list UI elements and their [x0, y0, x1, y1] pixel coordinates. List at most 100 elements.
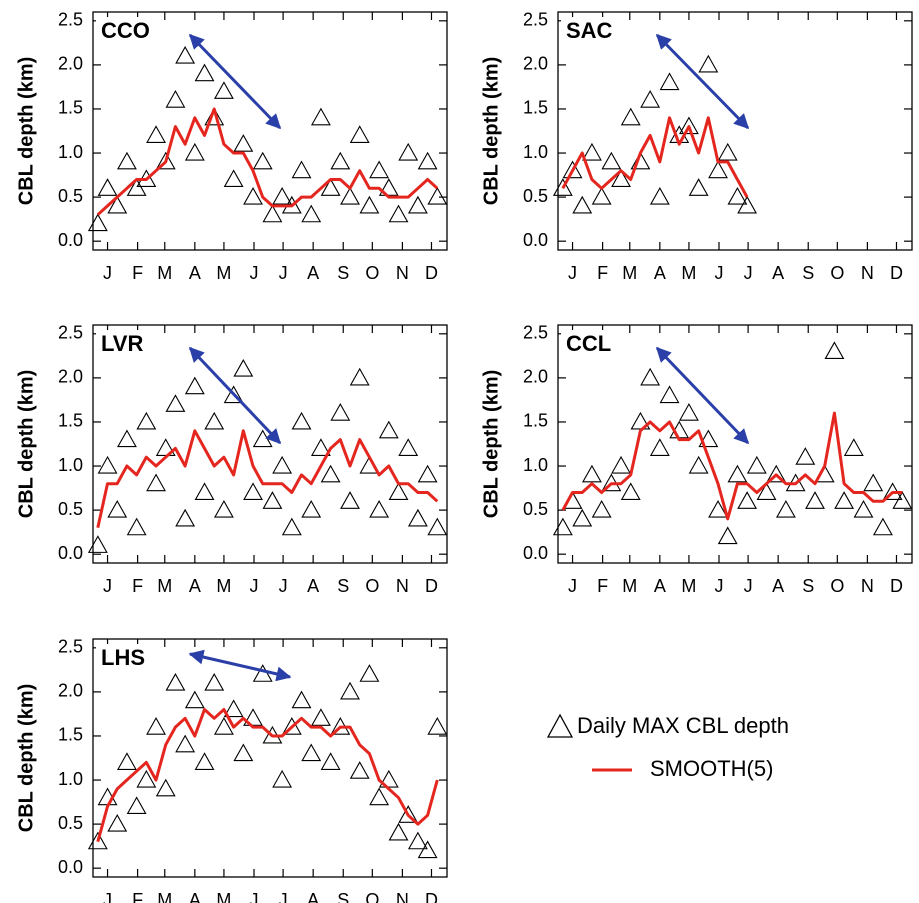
y-tick-label: 2.5 [523, 323, 548, 343]
triangle-point [659, 385, 680, 404]
triangle-point [126, 796, 147, 815]
panel-title: CCL [566, 331, 611, 356]
triangle-point [843, 438, 864, 456]
triangle-point [640, 367, 661, 386]
triangle-point [737, 195, 758, 214]
x-tick-label: M [622, 576, 637, 596]
triangle-point [398, 142, 419, 161]
legend-label: Daily MAX CBL depth [577, 713, 789, 738]
x-tick-label: M [216, 890, 231, 903]
arrow [655, 33, 750, 130]
y-tick-label: 2.0 [523, 367, 548, 387]
triangle-point [204, 672, 225, 691]
x-tick-label: J [103, 890, 112, 903]
y-tick-label: 1.5 [523, 411, 548, 431]
triangle-point [708, 160, 728, 179]
triangle-point [165, 90, 186, 108]
x-tick-label: J [103, 576, 112, 596]
x-tick-label: S [337, 263, 349, 283]
x-tick-label: N [396, 576, 409, 596]
triangle-point [175, 734, 196, 753]
triangle-point [146, 125, 166, 143]
triangle-point [262, 491, 283, 509]
triangle-point [727, 464, 748, 483]
x-tick-label: A [654, 576, 666, 596]
triangle-point [872, 517, 893, 536]
triangle-point [223, 169, 244, 188]
triangle-point [301, 204, 322, 223]
triangle-point [369, 787, 390, 806]
triangle-point [107, 195, 128, 214]
triangle-point [417, 840, 438, 859]
title-bg [96, 17, 158, 47]
x-tick-label: J [744, 263, 753, 283]
triangle-point [272, 769, 293, 788]
plot-frame [92, 638, 448, 878]
triangle-point [398, 805, 419, 823]
x-tick-label: J [279, 890, 288, 903]
triangle-point [330, 403, 351, 421]
triangle-point [552, 517, 573, 536]
triangle-point [892, 491, 913, 509]
triangle-point [136, 769, 157, 788]
panel-title: LHS [101, 645, 145, 670]
triangle-point [184, 376, 205, 395]
arrow [655, 346, 750, 445]
triangle-point [591, 186, 612, 205]
y-tick-label: 2.0 [58, 681, 83, 701]
legend-marker [546, 713, 574, 738]
y-tick-label: 0.0 [58, 857, 83, 877]
triangle-point [87, 535, 108, 553]
x-tick-label: J [714, 263, 723, 283]
smooth-line [561, 411, 903, 521]
triangle-point [427, 517, 448, 536]
triangle-point [213, 499, 234, 518]
x-tick-label: D [890, 576, 903, 596]
arrow [188, 346, 282, 445]
x-tick-label: O [365, 890, 379, 903]
y-tick-label: 1.5 [523, 98, 548, 118]
x-tick-label: J [568, 576, 577, 596]
x-tick-label: O [365, 263, 379, 283]
triangle-point [378, 420, 399, 439]
triangle-point [369, 499, 390, 518]
triangle-point [117, 429, 137, 448]
triangle-point [756, 482, 777, 501]
triangle-point [591, 499, 612, 518]
y-tick-label: 2.5 [58, 323, 83, 343]
triangle-point [243, 186, 263, 205]
x-tick-label: A [189, 576, 201, 596]
triangle-point [853, 499, 874, 518]
triangle-point [834, 491, 855, 509]
triangle-point [688, 178, 709, 196]
triangle-point [204, 411, 225, 430]
triangle-point [291, 411, 312, 430]
smooth-line [96, 708, 439, 843]
triangle-point [243, 482, 263, 501]
triangle-point [291, 690, 312, 709]
x-tick-label: A [189, 263, 201, 283]
annotation-arrows [188, 33, 750, 682]
x-tick-label: M [157, 263, 172, 283]
triangle-point [272, 455, 293, 474]
triangle-point [824, 341, 845, 359]
triangle-point [107, 499, 128, 518]
triangle-point [165, 672, 186, 691]
x-tick-label: A [189, 890, 201, 903]
x-tick-label: D [425, 890, 438, 903]
x-tick-label: O [830, 576, 844, 596]
triangle-point [320, 752, 341, 770]
triangle-point [388, 204, 409, 223]
x-tick-label: M [216, 263, 231, 283]
y-tick-label: 0.5 [523, 186, 548, 206]
triangle-point [359, 195, 380, 214]
x-tick-label: J [279, 263, 288, 283]
triangle-point [87, 213, 108, 232]
x-tick-label: S [802, 263, 814, 283]
triangle-point [126, 517, 147, 536]
x-tick-label: A [772, 576, 784, 596]
x-tick-label: S [337, 576, 349, 596]
triangle-point [369, 160, 390, 179]
